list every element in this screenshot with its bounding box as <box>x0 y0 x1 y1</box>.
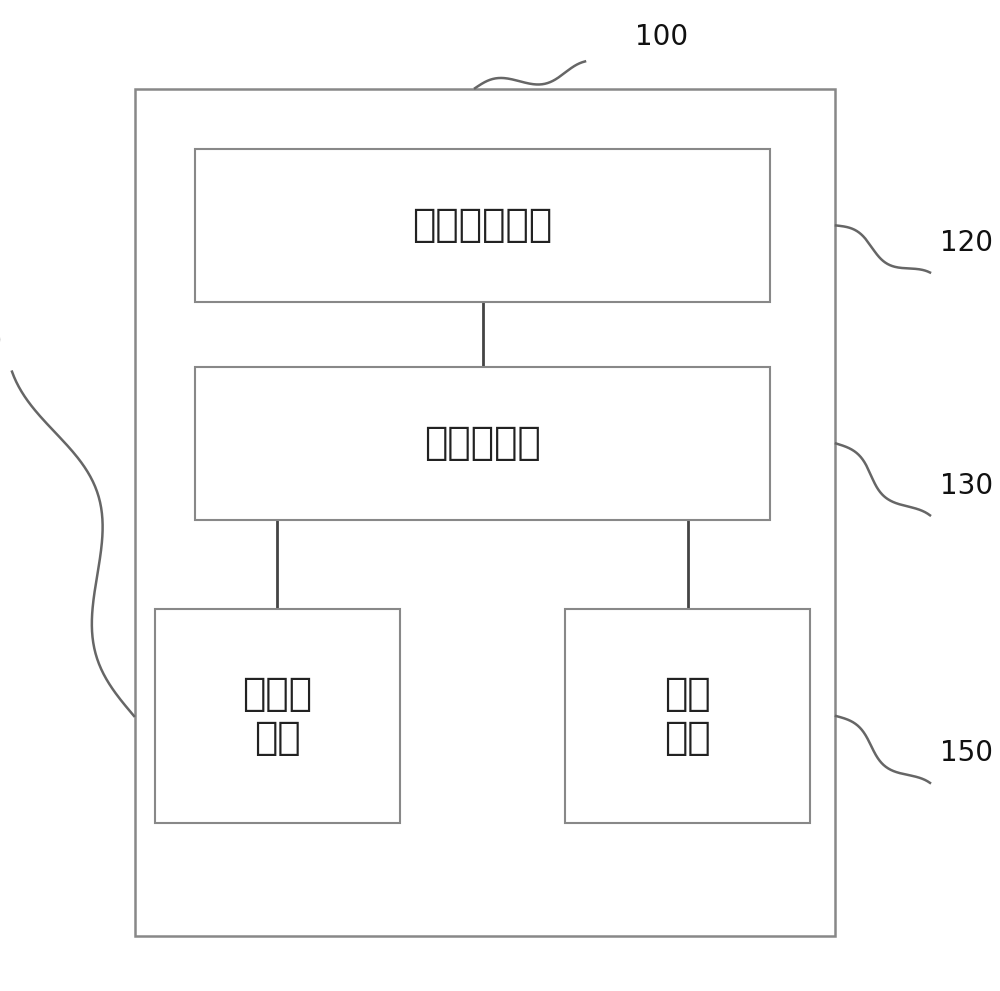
Text: 140: 140 <box>0 328 2 356</box>
Text: 100: 100 <box>635 23 688 51</box>
Text: 150: 150 <box>940 739 993 767</box>
Bar <box>195 149 770 302</box>
Text: 120: 120 <box>940 229 993 257</box>
Text: 130: 130 <box>940 472 993 499</box>
Text: 功率放大器: 功率放大器 <box>424 424 541 463</box>
Text: 功率调
节器: 功率调 节器 <box>242 675 313 757</box>
Text: 治疗
电极: 治疗 电极 <box>664 675 711 757</box>
Bar <box>135 89 835 936</box>
Bar <box>155 609 400 823</box>
Bar <box>565 609 810 823</box>
Text: 生物波发生器: 生物波发生器 <box>412 206 553 245</box>
Bar <box>195 367 770 520</box>
